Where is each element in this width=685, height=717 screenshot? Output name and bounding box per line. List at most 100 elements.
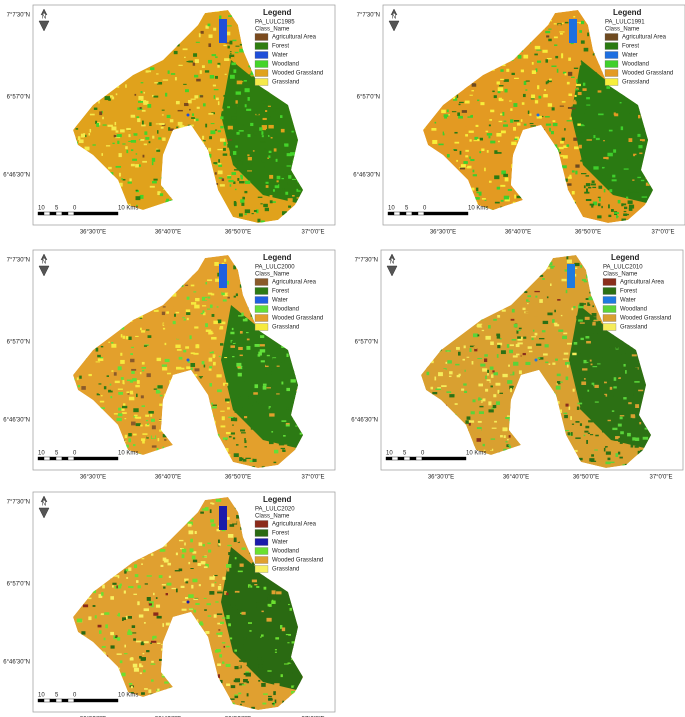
land-patch bbox=[564, 414, 568, 419]
land-patch bbox=[254, 584, 258, 586]
land-patch bbox=[614, 440, 618, 443]
land-patch bbox=[260, 636, 262, 638]
land-patch bbox=[537, 357, 541, 359]
scale-label: 10 Kms bbox=[118, 451, 138, 457]
land-patch bbox=[218, 646, 223, 649]
land-patch bbox=[111, 343, 117, 348]
land-patch bbox=[227, 176, 232, 179]
forest-zone bbox=[221, 305, 303, 450]
land-patch bbox=[498, 180, 503, 185]
land-patch bbox=[128, 629, 131, 633]
land-patch bbox=[464, 100, 470, 104]
land-patch bbox=[593, 166, 599, 170]
scale-segment bbox=[385, 456, 393, 461]
land-patch bbox=[148, 689, 152, 694]
land-patch bbox=[89, 128, 92, 133]
land-patch bbox=[574, 146, 579, 150]
land-patch bbox=[129, 379, 134, 383]
land-patch bbox=[579, 267, 583, 271]
land-patch bbox=[235, 572, 239, 574]
land-patch bbox=[194, 59, 199, 64]
land-patch bbox=[557, 381, 561, 385]
land-patch bbox=[488, 325, 491, 329]
land-patch bbox=[94, 615, 97, 619]
land-patch bbox=[238, 346, 243, 350]
land-patch bbox=[279, 423, 283, 425]
land-patch bbox=[135, 318, 138, 322]
land-patch bbox=[240, 457, 244, 461]
land-patch bbox=[217, 622, 222, 625]
land-patch bbox=[485, 130, 489, 133]
land-patch bbox=[597, 196, 601, 198]
land-patch bbox=[508, 446, 511, 449]
land-patch bbox=[514, 107, 518, 112]
land-patch bbox=[240, 199, 245, 203]
legend-label: Wooded Grassland bbox=[620, 316, 671, 322]
land-patch bbox=[220, 321, 226, 325]
land-patch bbox=[481, 148, 485, 152]
land-patch bbox=[233, 169, 239, 171]
lon-label: 37°0'0"E bbox=[651, 230, 674, 236]
land-patch bbox=[586, 58, 591, 63]
land-patch bbox=[459, 150, 462, 155]
water-body bbox=[534, 358, 538, 362]
land-patch bbox=[173, 50, 178, 55]
land-patch bbox=[77, 136, 81, 140]
land-patch bbox=[469, 139, 472, 142]
land-patch bbox=[532, 329, 535, 332]
land-patch bbox=[209, 366, 213, 369]
land-patch bbox=[267, 371, 272, 375]
land-patch bbox=[181, 554, 185, 559]
land-patch bbox=[170, 305, 174, 308]
land-patch bbox=[154, 82, 159, 84]
land-patch bbox=[548, 28, 552, 30]
land-patch bbox=[511, 72, 515, 76]
land-patch bbox=[245, 153, 247, 156]
land-patch bbox=[583, 123, 588, 126]
land-patch bbox=[182, 548, 187, 553]
land-patch bbox=[482, 183, 488, 187]
land-patch bbox=[232, 437, 236, 440]
land-patch bbox=[104, 139, 110, 143]
land-patch bbox=[185, 309, 191, 313]
land-patch bbox=[227, 567, 230, 572]
land-patch bbox=[158, 80, 162, 82]
land-patch bbox=[509, 154, 515, 157]
legend-label: Woodland bbox=[272, 62, 299, 68]
land-patch bbox=[529, 113, 532, 116]
land-patch bbox=[127, 181, 132, 184]
map-panel: NLegendPA_LULC1985Class_NameAgricultural… bbox=[3, 4, 336, 236]
land-patch bbox=[231, 62, 236, 66]
land-patch bbox=[242, 377, 245, 382]
land-patch bbox=[111, 368, 115, 371]
land-patch bbox=[441, 109, 446, 114]
land-patch bbox=[172, 293, 177, 297]
land-patch bbox=[479, 400, 482, 403]
lat-label: 7°7'30"N bbox=[7, 13, 30, 19]
land-patch bbox=[104, 612, 110, 615]
land-patch bbox=[143, 641, 149, 644]
land-patch bbox=[561, 278, 567, 282]
land-patch bbox=[241, 701, 245, 703]
scale-label: 0 bbox=[423, 206, 427, 212]
land-patch bbox=[500, 435, 503, 438]
land-patch bbox=[291, 685, 295, 688]
land-patch bbox=[156, 73, 159, 75]
land-patch bbox=[218, 108, 224, 112]
land-patch bbox=[134, 414, 138, 417]
land-patch bbox=[235, 91, 241, 95]
map-panel: NLegendPA_LULC1991Class_NameAgricultural… bbox=[353, 4, 685, 236]
land-patch bbox=[225, 517, 230, 520]
land-patch bbox=[542, 338, 546, 341]
land-patch bbox=[195, 41, 200, 43]
scale-segment bbox=[409, 456, 417, 461]
land-patch bbox=[248, 168, 252, 170]
land-patch bbox=[636, 429, 643, 431]
land-patch bbox=[236, 131, 240, 135]
land-patch bbox=[564, 430, 570, 432]
land-patch bbox=[531, 61, 534, 65]
land-patch bbox=[575, 83, 581, 87]
land-patch bbox=[218, 164, 223, 167]
land-patch bbox=[145, 145, 151, 148]
land-patch bbox=[631, 354, 637, 357]
